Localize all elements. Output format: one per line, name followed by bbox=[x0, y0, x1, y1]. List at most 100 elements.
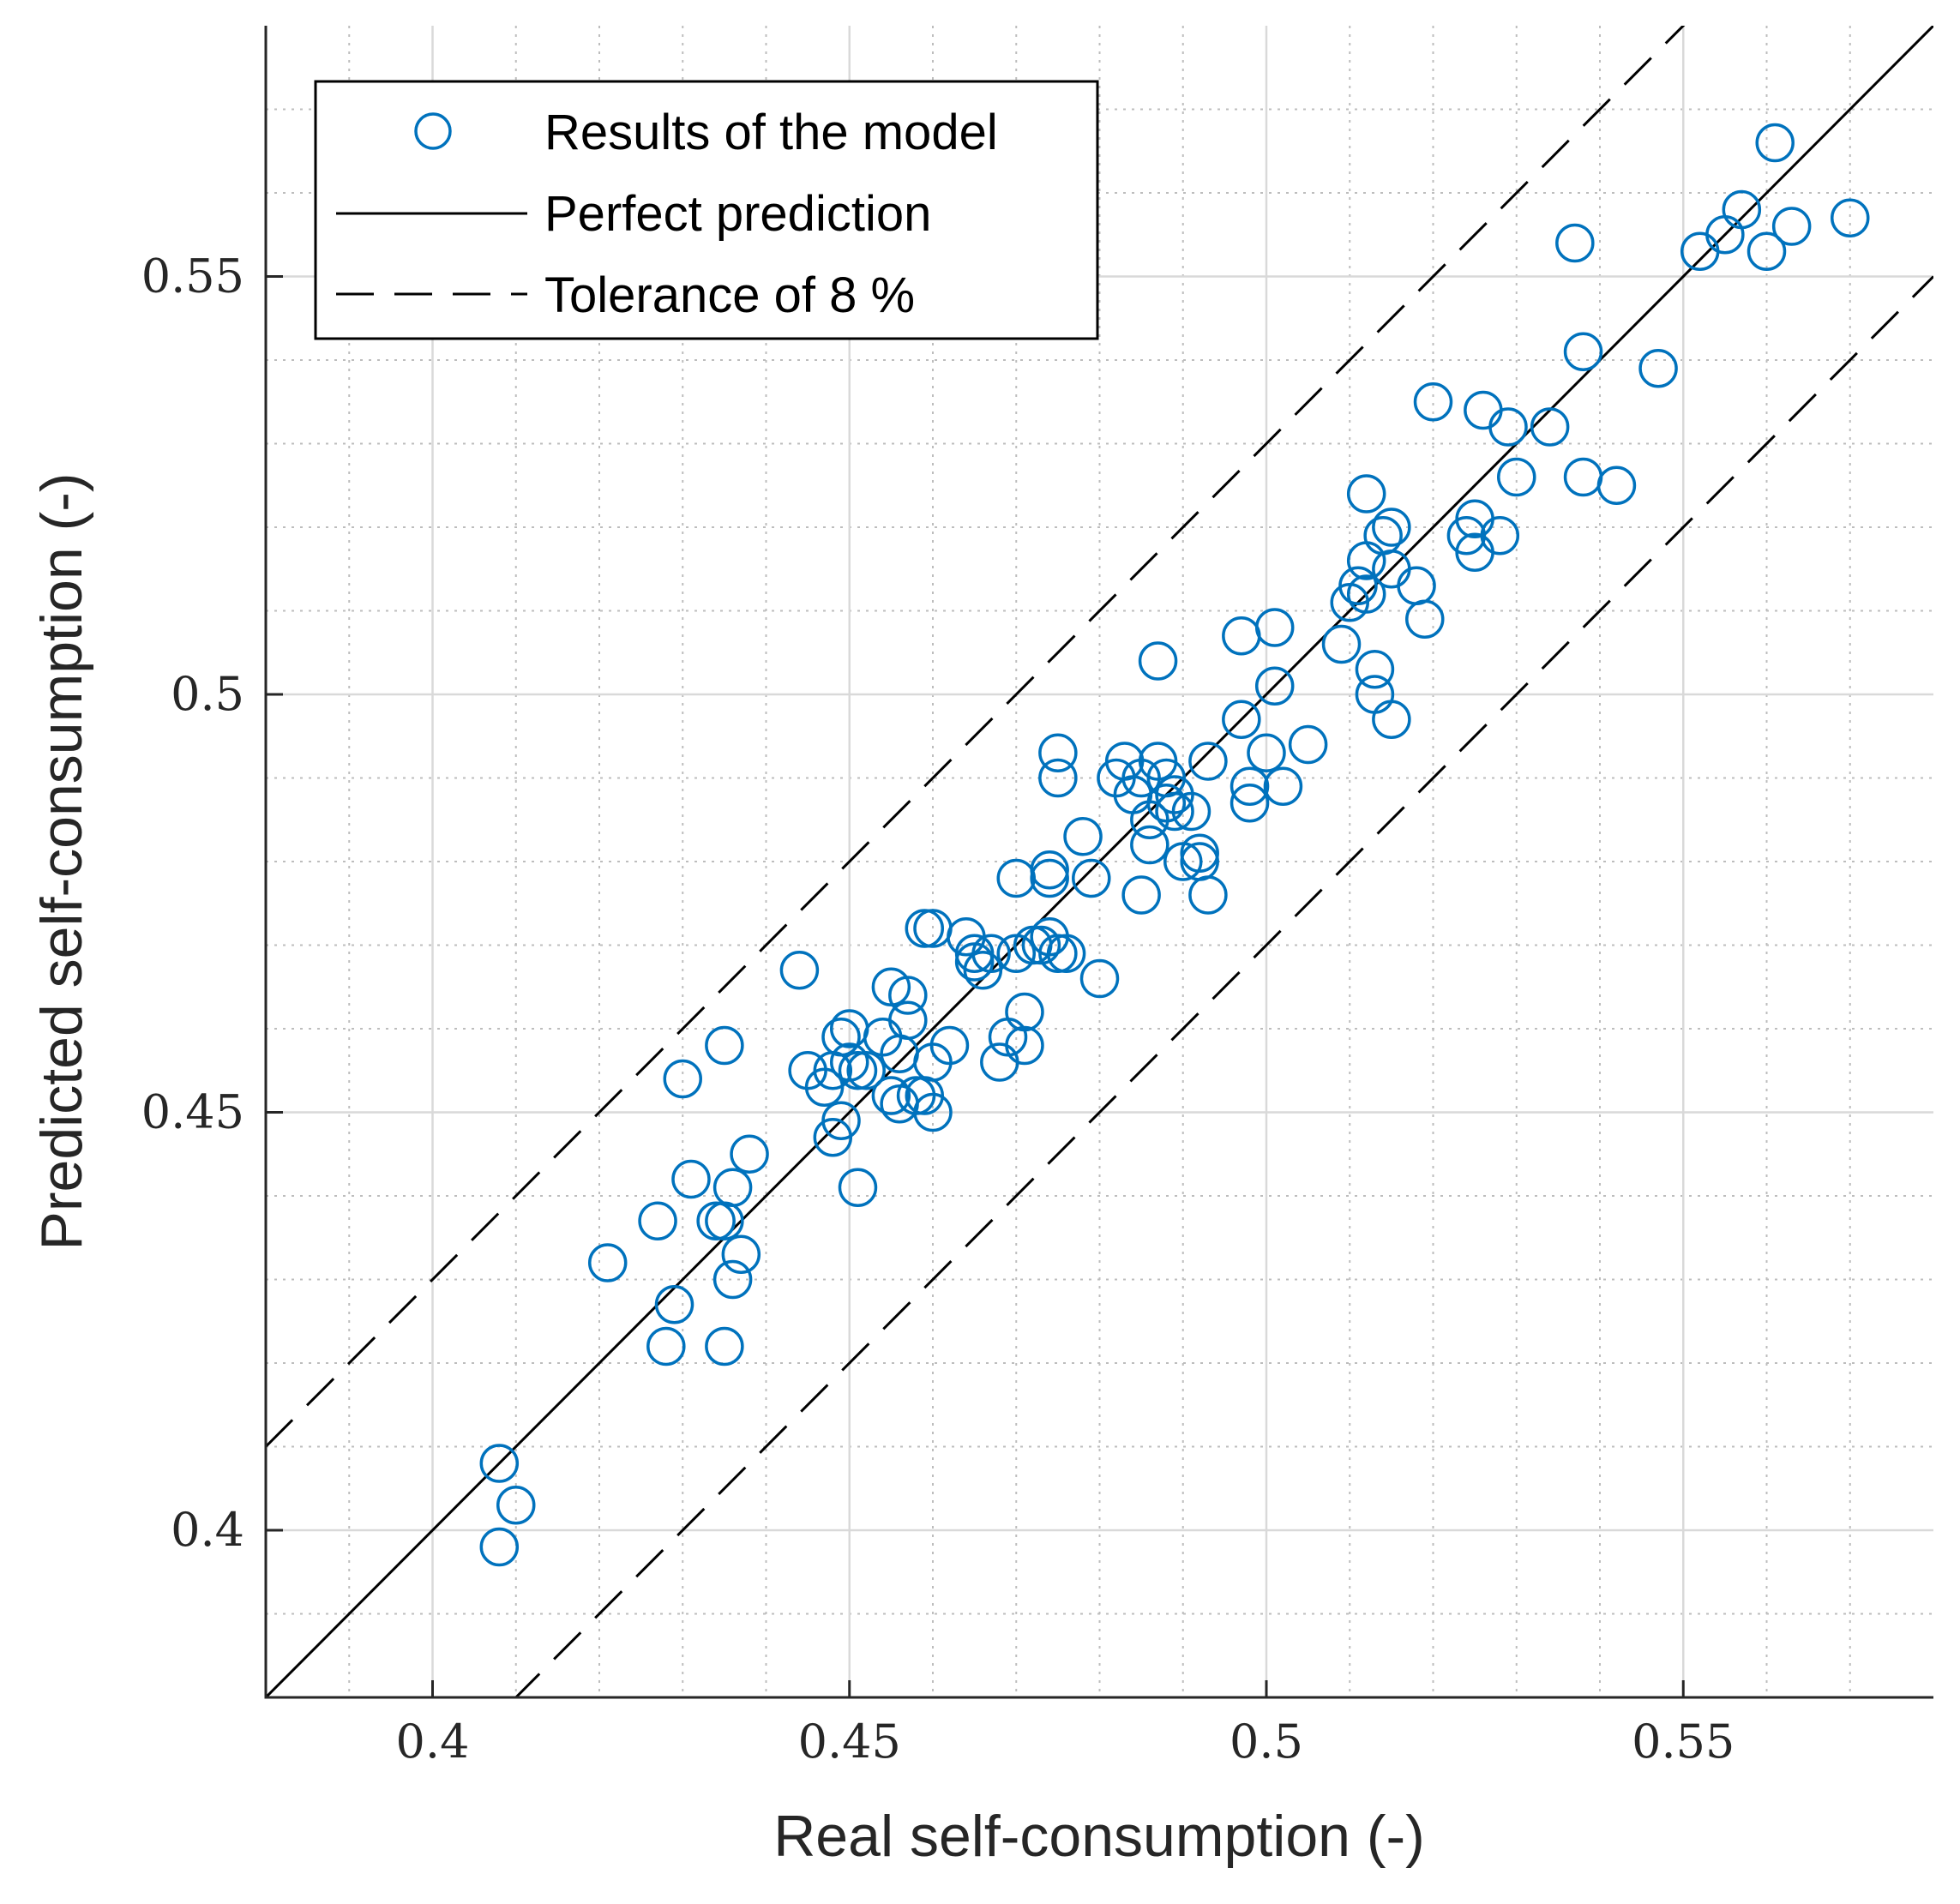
data-point bbox=[654, 1285, 694, 1324]
data-points bbox=[479, 123, 1870, 1567]
legend-marker-circle-icon bbox=[414, 112, 452, 150]
data-point bbox=[1254, 666, 1295, 706]
data-point bbox=[1413, 382, 1453, 422]
tolerance-line bbox=[266, 26, 1686, 1448]
data-point bbox=[846, 1051, 886, 1090]
data-point bbox=[779, 951, 820, 990]
data-point bbox=[1188, 742, 1228, 781]
x-tick-label: 0.55 bbox=[1632, 1715, 1735, 1769]
data-point bbox=[1063, 817, 1103, 856]
data-point bbox=[1030, 850, 1069, 890]
axes bbox=[264, 26, 1933, 1699]
data-point bbox=[1563, 332, 1603, 371]
data-point bbox=[1638, 349, 1678, 388]
x-tick-label: 0.45 bbox=[798, 1715, 901, 1769]
data-point bbox=[888, 1000, 928, 1040]
data-point bbox=[1079, 958, 1120, 999]
data-point bbox=[1188, 875, 1228, 915]
data-point bbox=[1346, 474, 1386, 514]
data-point bbox=[838, 1168, 878, 1207]
data-point bbox=[1263, 766, 1303, 806]
data-point bbox=[638, 1201, 677, 1240]
data-point bbox=[1222, 700, 1261, 739]
data-point bbox=[479, 1527, 520, 1567]
data-point bbox=[838, 1051, 878, 1090]
data-point bbox=[1755, 123, 1795, 163]
data-point bbox=[1146, 784, 1187, 823]
data-point bbox=[1155, 791, 1194, 832]
data-point bbox=[913, 1092, 953, 1132]
data-point bbox=[696, 1201, 736, 1240]
data-point bbox=[1555, 223, 1595, 263]
data-point bbox=[1230, 766, 1270, 806]
data-point bbox=[1130, 825, 1169, 865]
data-point bbox=[1121, 875, 1161, 915]
data-point bbox=[730, 1134, 769, 1174]
data-point bbox=[1005, 1025, 1044, 1066]
data-point bbox=[1038, 758, 1078, 798]
data-point bbox=[929, 1025, 970, 1066]
data-point bbox=[971, 934, 1011, 973]
data-point bbox=[1771, 207, 1812, 246]
data-point bbox=[1138, 641, 1178, 681]
data-point bbox=[1288, 724, 1328, 765]
x-tick-label: 0.4 bbox=[396, 1715, 470, 1769]
data-point bbox=[821, 1101, 861, 1140]
data-point bbox=[1321, 624, 1362, 664]
data-point bbox=[1046, 934, 1086, 973]
legend: Results of the model Perfect prediction … bbox=[314, 80, 1099, 340]
data-point bbox=[888, 976, 928, 1015]
data-point bbox=[705, 1326, 744, 1366]
data-point bbox=[1030, 858, 1069, 898]
data-point bbox=[1831, 198, 1870, 237]
data-point bbox=[1530, 407, 1570, 447]
data-point bbox=[1038, 733, 1078, 772]
data-point bbox=[1596, 465, 1637, 505]
data-point bbox=[1247, 733, 1286, 772]
data-point bbox=[479, 1444, 520, 1483]
data-point bbox=[705, 1025, 744, 1066]
data-point bbox=[712, 1259, 753, 1300]
data-point bbox=[705, 1201, 744, 1240]
data-point bbox=[721, 1234, 761, 1274]
data-point bbox=[1254, 608, 1295, 647]
data-point bbox=[1072, 858, 1111, 898]
data-point bbox=[871, 1076, 911, 1115]
data-point bbox=[663, 1059, 702, 1099]
data-point bbox=[1480, 516, 1520, 556]
y-axis-title: Predicted self-consumption (-) bbox=[29, 472, 94, 1250]
legend-label-tolerance: Tolerance of 8 % bbox=[544, 267, 915, 323]
data-point bbox=[1005, 992, 1044, 1032]
data-point bbox=[1180, 833, 1219, 873]
data-point bbox=[1038, 934, 1078, 973]
data-point bbox=[1372, 508, 1411, 547]
tick-labels: 0.4 0.45 0.5 0.55 0.4 0.45 0.5 0.55 bbox=[141, 249, 1735, 1769]
data-point bbox=[1497, 457, 1536, 497]
data-point bbox=[587, 1243, 628, 1282]
data-point bbox=[1346, 574, 1386, 614]
data-point bbox=[1372, 700, 1411, 739]
data-point bbox=[1230, 784, 1270, 823]
data-point bbox=[1405, 599, 1445, 639]
data-point bbox=[671, 1159, 711, 1199]
data-point bbox=[1171, 791, 1211, 832]
tolerance-line bbox=[514, 275, 1933, 1697]
legend-label-perfect: Perfect prediction bbox=[544, 186, 931, 242]
data-point bbox=[496, 1486, 536, 1525]
data-point bbox=[1747, 231, 1787, 271]
data-point bbox=[1338, 566, 1378, 605]
y-tick-label: 0.45 bbox=[141, 1085, 244, 1139]
data-point bbox=[1722, 189, 1762, 230]
y-tick-label: 0.5 bbox=[171, 667, 244, 721]
legend-label-results: Results of the model bbox=[544, 105, 998, 160]
x-tick-label: 0.5 bbox=[1230, 1715, 1303, 1769]
data-point bbox=[1355, 650, 1395, 689]
data-point bbox=[1488, 407, 1528, 447]
data-point bbox=[905, 909, 945, 948]
legend-box bbox=[314, 80, 1099, 340]
y-tick-label: 0.4 bbox=[171, 1503, 244, 1557]
y-tick-label: 0.55 bbox=[141, 249, 244, 303]
data-point bbox=[821, 1018, 861, 1057]
x-axis-title: Real self-consumption (-) bbox=[773, 1804, 1425, 1869]
